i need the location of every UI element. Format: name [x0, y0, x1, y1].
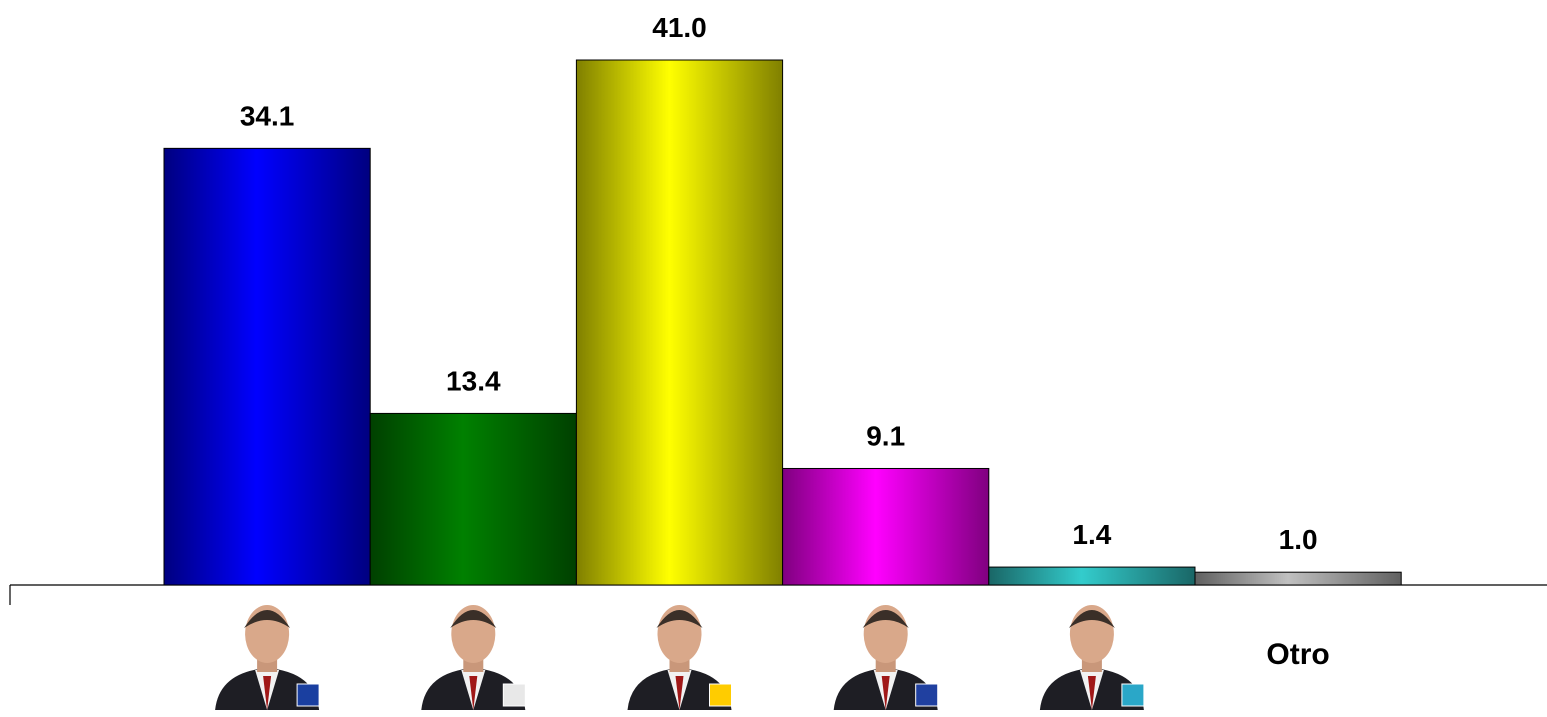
bar-shade	[1195, 572, 1402, 585]
photo-hair	[450, 610, 497, 628]
photo-tie	[1087, 676, 1096, 710]
photo-tie	[469, 676, 478, 710]
photo-tie	[675, 676, 684, 710]
bar-shade	[988, 567, 1195, 585]
photo-tie	[263, 676, 272, 710]
candidate-photo	[421, 605, 526, 710]
data-label: 1.0	[1279, 524, 1318, 555]
candidate-photo	[627, 605, 732, 710]
photo-hair	[244, 610, 291, 628]
bar-shade	[576, 60, 783, 585]
bar-shade	[370, 413, 577, 585]
photo-tie	[881, 676, 890, 710]
photo-hair	[1068, 610, 1115, 628]
candidate-photo	[215, 605, 320, 710]
data-label: 9.1	[866, 420, 905, 451]
photo-hair	[656, 610, 703, 628]
data-label: 34.1	[240, 100, 295, 131]
candidate-photo	[833, 605, 939, 710]
bar-shade	[164, 148, 371, 586]
party-logo	[296, 683, 320, 707]
photo-hair	[862, 610, 909, 628]
x-tick-label: Otro	[1266, 638, 1329, 671]
data-label: 13.4	[446, 365, 501, 396]
bar-shade	[782, 468, 989, 585]
data-label: 1.4	[1072, 519, 1111, 550]
party-logo	[709, 683, 732, 707]
candidate-photo	[1039, 605, 1145, 710]
party-logo	[502, 683, 526, 707]
party-logo	[915, 683, 939, 707]
data-label: 41.0	[652, 12, 707, 43]
party-logo	[1121, 683, 1145, 707]
